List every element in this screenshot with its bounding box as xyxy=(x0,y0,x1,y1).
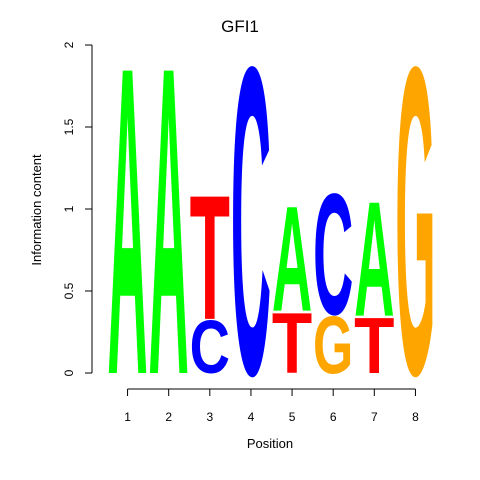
logo-letter-t-pos-5: T xyxy=(272,295,312,392)
x-tick-label: 1 xyxy=(124,410,131,424)
logo-letter-t-pos-3: T xyxy=(190,160,230,358)
y-tick-label: 0 xyxy=(62,369,76,376)
logo-letter-a-pos-2: A xyxy=(149,0,189,467)
logo-letter-a-pos-5: A xyxy=(272,175,312,343)
y-tick-label: 1.5 xyxy=(62,118,76,135)
x-tick-label: 5 xyxy=(289,410,296,424)
x-axis-label: Position xyxy=(247,436,293,451)
y-tick-label: 1 xyxy=(62,205,76,212)
logo-letter-a-pos-1: A xyxy=(107,0,147,467)
y-axis-label: Information content xyxy=(29,154,44,266)
x-tick-label: 8 xyxy=(412,410,419,424)
logo-letter-t-pos-7: T xyxy=(354,301,394,390)
logo-letter-a-pos-7: A xyxy=(354,167,394,350)
x-axis: 1 2 3 4 5 6 7 8 xyxy=(124,388,419,424)
logo-letter-c-pos-3: C xyxy=(190,306,230,390)
x-tick-label: 3 xyxy=(206,410,213,424)
logo-letter-c-pos-6: C xyxy=(313,159,353,351)
y-tick-label: 0.5 xyxy=(62,282,76,299)
logo-letter-g-pos-8: G xyxy=(395,0,435,467)
logo-letter-g-pos-6: G xyxy=(313,299,353,391)
x-tick-label: 7 xyxy=(371,410,378,424)
logo-letter-c-pos-4: C xyxy=(231,0,271,467)
y-axis: 0 0.5 1 1.5 2 xyxy=(62,41,93,376)
x-tick-label: 4 xyxy=(248,410,255,424)
x-tick-label: 2 xyxy=(165,410,172,424)
y-tick-label: 2 xyxy=(62,41,76,48)
x-tick-label: 6 xyxy=(330,410,337,424)
chart-title: GFI1 xyxy=(221,17,259,36)
